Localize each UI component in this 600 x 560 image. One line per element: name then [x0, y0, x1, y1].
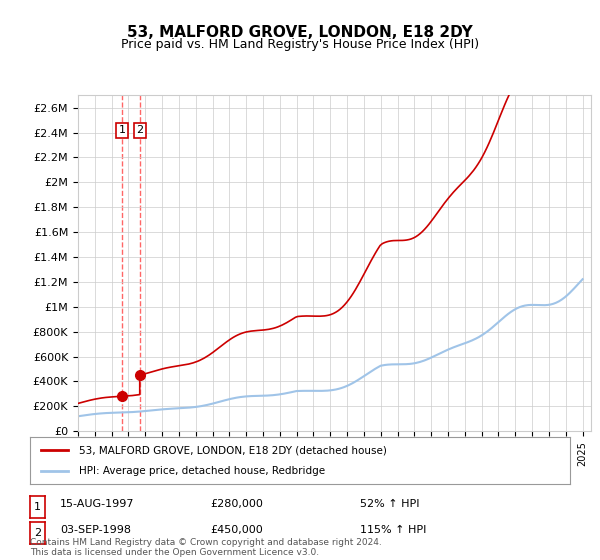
Text: Contains HM Land Registry data © Crown copyright and database right 2024.
This d: Contains HM Land Registry data © Crown c…	[30, 538, 382, 557]
Text: 15-AUG-1997: 15-AUG-1997	[60, 499, 134, 509]
Text: 52% ↑ HPI: 52% ↑ HPI	[360, 499, 419, 509]
Text: 03-SEP-1998: 03-SEP-1998	[60, 525, 131, 535]
Text: 2: 2	[34, 528, 41, 538]
Text: HPI: Average price, detached house, Redbridge: HPI: Average price, detached house, Redb…	[79, 466, 325, 476]
Text: Price paid vs. HM Land Registry's House Price Index (HPI): Price paid vs. HM Land Registry's House …	[121, 38, 479, 51]
Text: 53, MALFORD GROVE, LONDON, E18 2DY (detached house): 53, MALFORD GROVE, LONDON, E18 2DY (deta…	[79, 445, 386, 455]
Text: 115% ↑ HPI: 115% ↑ HPI	[360, 525, 427, 535]
Text: £280,000: £280,000	[210, 499, 263, 509]
Text: 2: 2	[136, 125, 143, 136]
Text: 1: 1	[119, 125, 125, 136]
Text: 53, MALFORD GROVE, LONDON, E18 2DY: 53, MALFORD GROVE, LONDON, E18 2DY	[127, 25, 473, 40]
Text: 1: 1	[34, 502, 41, 512]
Text: £450,000: £450,000	[210, 525, 263, 535]
